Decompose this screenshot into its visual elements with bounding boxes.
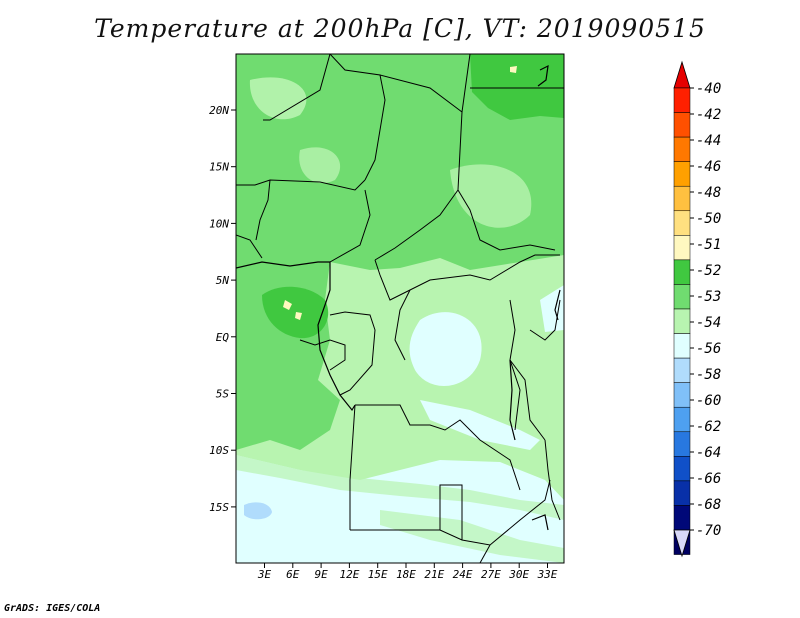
colorbar-label: -68	[696, 497, 721, 513]
x-tick-label: 18E	[396, 568, 416, 581]
colorbar-swatch	[673, 112, 691, 138]
colorbar-label: -46	[696, 159, 721, 175]
colorbar-swatch	[673, 185, 691, 212]
colorbar-label: -54	[696, 315, 721, 331]
colorbar-label: -64	[696, 445, 721, 461]
x-tick-label: 12E	[339, 568, 359, 581]
colorbar-label: -66	[696, 471, 721, 487]
x-tick-label: 33E	[537, 568, 558, 581]
colorbar-swatch	[673, 357, 691, 383]
colorbar-swatch	[673, 505, 691, 531]
colorbar-swatch	[673, 284, 691, 310]
colorbar-swatch	[673, 382, 691, 408]
colorbar-label: -62	[696, 419, 721, 435]
x-tick-label: 3E	[257, 568, 272, 581]
colorbar-label: -50	[696, 211, 721, 227]
colorbar-label: -51	[696, 237, 721, 253]
y-tick-label: 5S	[216, 388, 230, 401]
colorbar: -40 -42 -44 -46 -48 -50 -51 -52 -53 -54 -56 -58 -60 -…	[673, 60, 721, 558]
colorbar-label: -40	[696, 81, 721, 97]
x-axis: 3E 6E 9E 12E 15E 18E 21E 24E 27E 30E 33E	[257, 563, 558, 581]
x-tick-label: 6E	[286, 568, 300, 581]
colorbar-swatch	[673, 456, 691, 482]
y-tick-label: 20N	[209, 104, 229, 117]
temperature-field	[236, 54, 564, 563]
colorbar-swatch	[673, 210, 691, 236]
x-tick-label: 21E	[424, 568, 444, 581]
colorbar-top-arrow	[673, 60, 691, 89]
y-tick-label: EQ	[216, 331, 230, 344]
coastlines	[236, 64, 561, 531]
colorbar-swatch	[673, 235, 691, 261]
colorbar-label: -53	[696, 289, 721, 305]
map-frame	[235, 53, 565, 564]
credit-text: GrADS: IGES/COLA	[4, 603, 101, 614]
y-axis: 20N 15N 10N 5N EQ 5S 10S 15S	[209, 104, 236, 514]
y-tick-label: 5N	[216, 274, 230, 287]
colorbar-swatch	[673, 308, 691, 334]
colorbar-bottom-arrow	[673, 529, 691, 558]
colorbar-label: -44	[696, 133, 721, 149]
colorbar-label: -58	[696, 367, 721, 383]
x-tick-label: 24E	[453, 568, 473, 581]
y-tick-label: 10N	[209, 217, 229, 230]
colorbar-label: -52	[696, 263, 721, 279]
x-tick-label: 15E	[368, 568, 388, 581]
colorbar-swatch	[673, 333, 691, 359]
colorbar-label: -48	[696, 185, 721, 201]
colorbar-swatch	[673, 136, 691, 162]
colorbar-swatch	[673, 406, 691, 433]
x-tick-label: 27E	[481, 568, 501, 581]
colorbar-swatch	[673, 87, 691, 113]
colorbar-label: -56	[696, 341, 721, 357]
y-tick-label: 15S	[209, 501, 229, 514]
y-tick-label: 10S	[209, 444, 229, 457]
colorbar-swatch	[673, 161, 691, 187]
colorbar-swatch	[673, 431, 691, 457]
colorbar-label: -42	[696, 107, 721, 123]
map-title: Temperature at 200hPa [C], VT: 201909051…	[94, 14, 706, 43]
colorbar-label: -60	[696, 393, 721, 409]
x-tick-label: 9E	[314, 568, 328, 581]
colorbar-label: -70	[696, 523, 721, 539]
colorbar-swatch	[673, 259, 691, 285]
y-tick-label: 15N	[209, 161, 229, 174]
colorbar-swatch	[673, 480, 691, 506]
x-tick-label: 30E	[508, 568, 529, 581]
country-borders	[236, 54, 564, 563]
